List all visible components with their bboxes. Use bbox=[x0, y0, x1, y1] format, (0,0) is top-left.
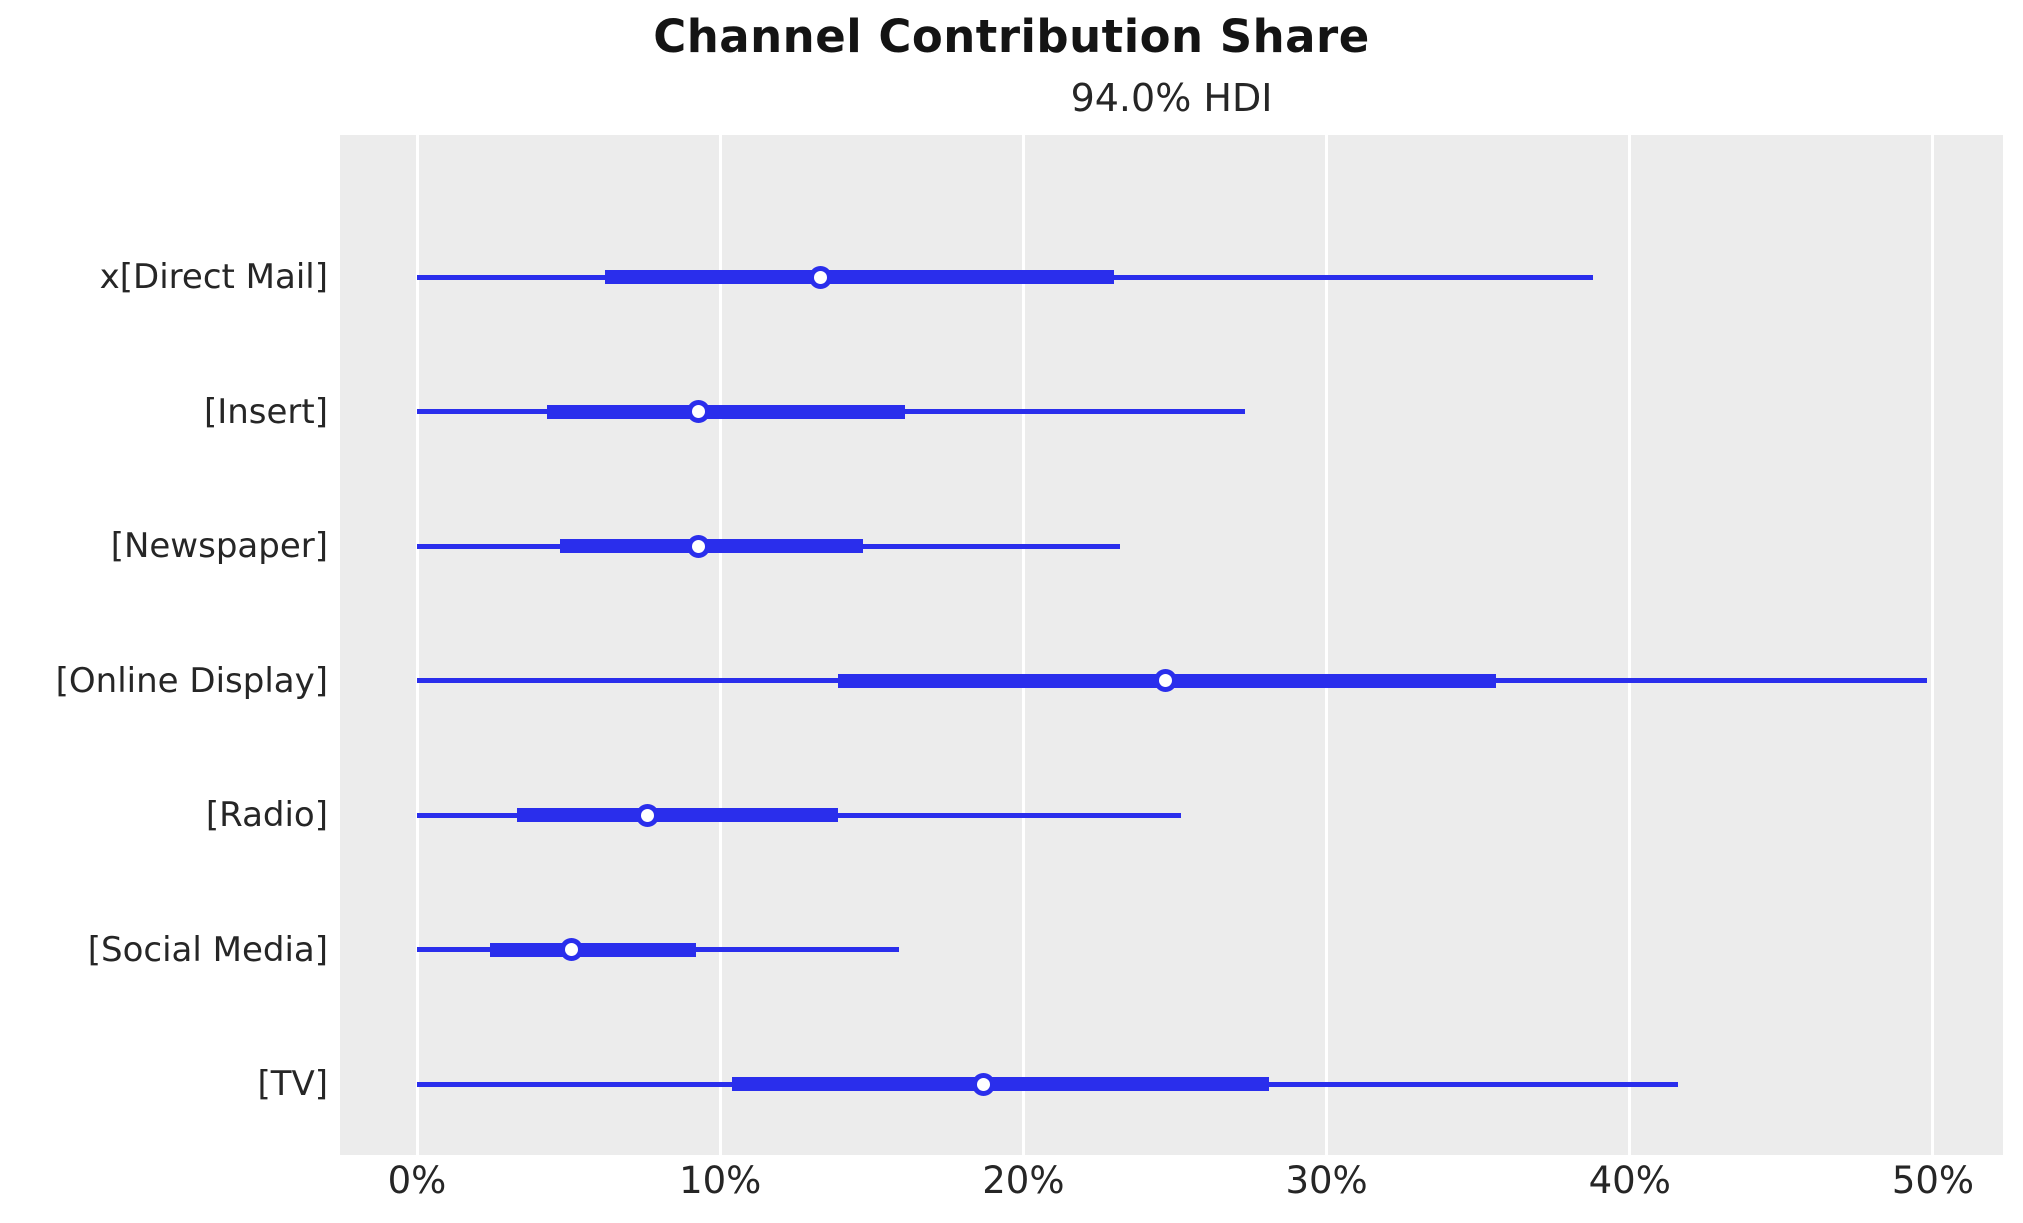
median-marker bbox=[1154, 669, 1178, 692]
quartile-line bbox=[559, 539, 863, 553]
gridline-50% bbox=[1931, 135, 1935, 1155]
gridline-20% bbox=[1021, 135, 1025, 1155]
x-tick-label: 20% bbox=[982, 1159, 1065, 1202]
y-tick-label: x[Direct Mail] bbox=[99, 257, 328, 297]
median-marker bbox=[560, 938, 584, 961]
gridline-10% bbox=[718, 135, 722, 1155]
chart-title: Channel Contribution Share bbox=[653, 10, 1370, 63]
y-tick-label: [Insert] bbox=[203, 391, 328, 432]
quartile-line bbox=[547, 404, 906, 419]
x-tick-label: 10% bbox=[679, 1159, 762, 1202]
median-marker bbox=[972, 1072, 996, 1096]
gridline-40% bbox=[1628, 135, 1632, 1155]
median-marker bbox=[808, 265, 832, 289]
quartile-line bbox=[732, 1077, 1269, 1091]
x-tick-label: 40% bbox=[1588, 1159, 1671, 1202]
median-marker bbox=[687, 534, 711, 558]
x-tick-label: 50% bbox=[1891, 1159, 1975, 1202]
quartile-line bbox=[517, 808, 839, 822]
y-tick-label: [TV] bbox=[257, 1064, 328, 1104]
y-tick-label: [Radio] bbox=[205, 795, 328, 835]
chart-subtitle-hdi: 94.0% HDI bbox=[1070, 76, 1273, 120]
quartile-line bbox=[604, 270, 1115, 284]
x-tick-label: 0% bbox=[387, 1159, 447, 1202]
gridline-30% bbox=[1325, 135, 1329, 1155]
x-tick-label: 30% bbox=[1285, 1159, 1368, 1202]
plot-area bbox=[340, 135, 2003, 1155]
gridline-0% bbox=[415, 135, 419, 1155]
y-tick-label: [Online Display] bbox=[55, 660, 328, 701]
y-tick-label: [Social Media] bbox=[87, 929, 328, 970]
median-marker bbox=[635, 803, 659, 827]
y-tick-label: [Newspaper] bbox=[110, 526, 328, 566]
median-marker bbox=[687, 400, 711, 423]
quartile-line bbox=[489, 942, 696, 957]
